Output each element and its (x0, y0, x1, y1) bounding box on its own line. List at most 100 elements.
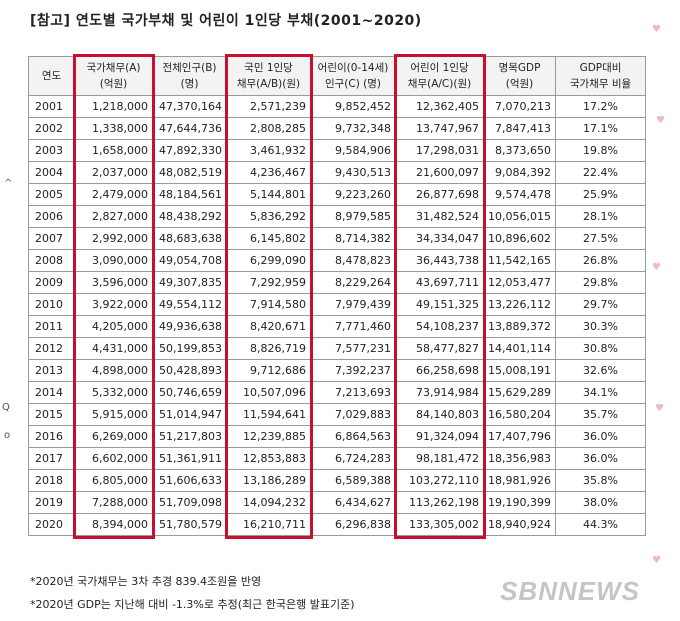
cell-population: 49,936,638 (152, 315, 227, 338)
cell-population: 50,746,659 (152, 381, 227, 404)
cell-national-debt: 5,332,000 (74, 381, 153, 404)
cell-year: 2020 (28, 513, 75, 536)
cell-child-population: 6,434,627 (310, 491, 396, 514)
table-body: 2001 1,218,000 47,370,164 2,571,239 9,852,45… (28, 95, 646, 536)
cell-year: 2007 (28, 227, 75, 250)
cell-year: 2016 (28, 425, 75, 448)
cell-debt-per-child: 73,914,984 (395, 381, 484, 404)
cell-child-population: 7,979,439 (310, 293, 396, 316)
cell-nominal-gdp: 9,574,478 (483, 183, 556, 206)
header-line: 명목GDP (498, 62, 541, 74)
page-title: [참고] 연도별 국가부채 및 어린이 1인당 부채(2001~2020) (30, 13, 422, 29)
table-row: 2004 2,037,000 48,082,519 4,236,467 9,430,51… (28, 161, 646, 184)
cell-debt-per-citizen: 4,236,467 (226, 161, 311, 184)
table-row: 2018 6,805,000 51,606,633 13,186,289 6,589,3… (28, 469, 646, 492)
cell-year: 2010 (28, 293, 75, 316)
cell-debt-to-gdp: 28.1% (555, 205, 646, 228)
cell-debt-to-gdp: 30.8% (555, 337, 646, 360)
header-child-population: 어린이(0-14세) 인구(C) (명) (310, 56, 396, 96)
cell-debt-per-citizen: 6,299,090 (226, 249, 311, 272)
cell-nominal-gdp: 15,629,289 (483, 381, 556, 404)
table-row: 2006 2,827,000 48,438,292 5,836,292 8,979,58… (28, 205, 646, 228)
cell-child-population: 6,589,388 (310, 469, 396, 492)
header-debt-per-child: 어린이 1인당 채무(A/C)(원) (395, 56, 484, 96)
table-row: 2012 4,431,000 50,199,853 8,826,719 7,577,23… (28, 337, 646, 360)
cell-nominal-gdp: 18,981,926 (483, 469, 556, 492)
table-row: 2015 5,915,000 51,014,947 11,594,641 7,029,8… (28, 403, 646, 426)
header-unit: 인구(C) (명) (324, 78, 382, 90)
cell-year: 2009 (28, 271, 75, 294)
cell-nominal-gdp: 8,373,650 (483, 139, 556, 162)
cell-national-debt: 5,915,000 (74, 403, 153, 426)
cell-child-population: 8,714,382 (310, 227, 396, 250)
cell-population: 51,606,633 (152, 469, 227, 492)
cell-national-debt: 7,288,000 (74, 491, 153, 514)
cell-national-debt: 6,805,000 (74, 469, 153, 492)
table-row: 2009 3,596,000 49,307,835 7,292,959 8,229,26… (28, 271, 646, 294)
cell-population: 51,780,579 (152, 513, 227, 536)
cell-child-population: 8,229,264 (310, 271, 396, 294)
header-unit: (억원) (505, 78, 534, 90)
heart-icon: ♥ (652, 24, 661, 35)
cell-debt-per-citizen: 3,461,932 (226, 139, 311, 162)
cell-nominal-gdp: 17,407,796 (483, 425, 556, 448)
cell-debt-per-citizen: 8,826,719 (226, 337, 311, 360)
cell-debt-per-child: 113,262,198 (395, 491, 484, 514)
cell-debt-per-citizen: 11,594,641 (226, 403, 311, 426)
cell-debt-to-gdp: 26.8% (555, 249, 646, 272)
table-row: 2020 8,394,000 51,780,579 16,210,711 6,296,8… (28, 513, 646, 536)
cell-population: 49,054,708 (152, 249, 227, 272)
side-search-mark: Q (2, 402, 10, 413)
cell-year: 2012 (28, 337, 75, 360)
cell-debt-per-citizen: 12,853,883 (226, 447, 311, 470)
cell-population: 49,307,835 (152, 271, 227, 294)
cell-debt-per-child: 58,477,827 (395, 337, 484, 360)
header-unit: 국가채무 비율 (569, 78, 632, 90)
header-population: 전체인구(B) (명) (152, 56, 227, 96)
cell-debt-per-citizen: 7,292,959 (226, 271, 311, 294)
cell-national-debt: 2,827,000 (74, 205, 153, 228)
cell-debt-per-child: 66,258,698 (395, 359, 484, 382)
cell-year: 2017 (28, 447, 75, 470)
header-unit: 채무(A/B)(원) (236, 78, 301, 90)
cell-national-debt: 6,602,000 (74, 447, 153, 470)
cell-debt-to-gdp: 27.5% (555, 227, 646, 250)
table-row: 2014 5,332,000 50,746,659 10,507,096 7,213,6… (28, 381, 646, 404)
cell-national-debt: 1,338,000 (74, 117, 153, 140)
cell-child-population: 9,732,348 (310, 117, 396, 140)
cell-child-population: 6,724,283 (310, 447, 396, 470)
cell-nominal-gdp: 16,580,204 (483, 403, 556, 426)
watermark-logo: SBNNEWS (500, 576, 640, 606)
cell-debt-per-citizen: 5,836,292 (226, 205, 311, 228)
cell-year: 2008 (28, 249, 75, 272)
cell-population: 47,644,736 (152, 117, 227, 140)
cell-nominal-gdp: 19,190,399 (483, 491, 556, 514)
cell-child-population: 6,296,838 (310, 513, 396, 536)
cell-national-debt: 1,218,000 (74, 95, 153, 118)
cell-debt-per-citizen: 2,571,239 (226, 95, 311, 118)
cell-debt-per-child: 34,334,047 (395, 227, 484, 250)
cell-population: 48,082,519 (152, 161, 227, 184)
cell-child-population: 7,771,460 (310, 315, 396, 338)
header-line: 연도 (41, 70, 62, 82)
footnote-gdp: *2020년 GDP는 지난해 대비 -1.3%로 추정(최근 한국은행 발표기… (30, 598, 355, 611)
cell-debt-to-gdp: 36.0% (555, 447, 646, 470)
cell-debt-per-citizen: 8,420,671 (226, 315, 311, 338)
table-row: 2007 2,992,000 48,683,638 6,145,802 8,714,38… (28, 227, 646, 250)
cell-child-population: 7,029,883 (310, 403, 396, 426)
table-row: 2010 3,922,000 49,554,112 7,914,580 7,979,43… (28, 293, 646, 316)
cell-national-debt: 4,898,000 (74, 359, 153, 382)
cell-debt-per-child: 31,482,524 (395, 205, 484, 228)
cell-child-population: 7,213,693 (310, 381, 396, 404)
cell-year: 2013 (28, 359, 75, 382)
cell-population: 51,217,803 (152, 425, 227, 448)
cell-debt-per-child: 103,272,110 (395, 469, 484, 492)
cell-debt-to-gdp: 35.7% (555, 403, 646, 426)
cell-debt-per-child: 84,140,803 (395, 403, 484, 426)
table-header-row: 연도 국가채무(A) (억원) 전체인구(B) (명) 국민 1인당 채무(A/B)(… (28, 56, 646, 96)
cell-debt-to-gdp: 25.9% (555, 183, 646, 206)
cell-national-debt: 3,596,000 (74, 271, 153, 294)
cell-population: 51,361,911 (152, 447, 227, 470)
cell-nominal-gdp: 14,401,114 (483, 337, 556, 360)
table-row: 2019 7,288,000 51,709,098 14,094,232 6,434,6… (28, 491, 646, 514)
